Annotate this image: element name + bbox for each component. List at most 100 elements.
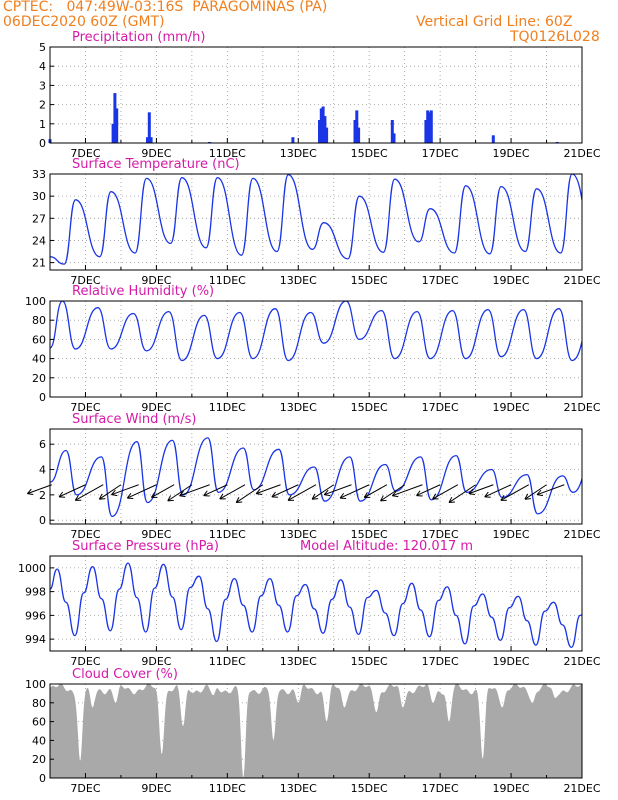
grid-3 <box>50 429 582 524</box>
grid-0 <box>50 47 582 143</box>
x-tick-label: 11DEC <box>209 782 246 795</box>
x-tick-label: 7DEC <box>70 655 100 668</box>
wind-arrow-shaft <box>99 484 122 500</box>
wind-arrow-head <box>380 495 384 502</box>
header-line-1: CPTEC: 047:49W-03:16S PARAGOMINAS (PA) <box>3 0 327 14</box>
precip-bar <box>321 106 325 143</box>
wind-arrow-shaft <box>111 484 139 496</box>
wind-arrow-head <box>179 495 186 498</box>
series-line-2 <box>50 301 582 362</box>
wind-arrow-shaft <box>392 484 423 497</box>
wind-arrow-head <box>58 491 64 498</box>
wind-arrow-head <box>468 493 475 496</box>
x-tick-label: 15DEC <box>351 401 388 414</box>
panel-frame <box>49 428 583 525</box>
wind-arrow-shaft <box>179 484 210 497</box>
x-ticks <box>84 519 583 524</box>
station-name: PARAGOMINAS (PA) <box>192 0 328 15</box>
grid-1 <box>50 174 582 270</box>
grid-note: Vertical Grid Line: 60Z <box>416 14 573 30</box>
source-label: CPTEC: <box>3 0 54 15</box>
precip-bar <box>357 127 361 143</box>
wind-arrow-head <box>255 488 261 494</box>
wind-arrow-head <box>311 493 316 500</box>
x-tick-label: 21DEC <box>563 655 600 668</box>
y-tick-label: 994 <box>25 633 46 646</box>
wind-arrow-shaft <box>58 484 86 498</box>
precip-bar <box>146 137 149 143</box>
cloud-area <box>50 684 582 778</box>
panel-title: Relative Humidity (%) <box>72 284 214 299</box>
x-tick-label: 19DEC <box>493 147 530 160</box>
x-tick-label: 21DEC <box>563 401 600 414</box>
x-tick-label: 13DEC <box>280 782 317 795</box>
panel-0: 0 1 2 3 4 5 7DEC 9DEC 11DEC 13DEC 15DEC 17DEC 19DEC 2… <box>39 30 601 160</box>
x-tick-label: 9DEC <box>141 401 171 414</box>
wind-arrow-head <box>416 490 421 496</box>
x-tick-label: 15DEC <box>351 147 388 160</box>
wind-arrow-shaft <box>416 484 441 497</box>
precip-bar <box>115 108 119 143</box>
wind-arrow-head <box>27 493 34 496</box>
x-tick-label: 13DEC <box>280 274 317 287</box>
wind-arrow-shaft <box>127 484 157 499</box>
wind-arrow-shaft <box>203 484 228 497</box>
wind-arrow-shaft <box>151 484 175 498</box>
y-tick-label: 40 <box>32 353 46 366</box>
y-tick-label: 30 <box>32 190 46 203</box>
y-tick-label: 40 <box>32 734 46 747</box>
x-tick-label: 7DEC <box>70 528 100 541</box>
panel-frame <box>49 173 583 271</box>
y-tick-label: 0 <box>39 772 46 785</box>
x-tick-label: 17DEC <box>422 147 459 160</box>
y-tick-label: 100 <box>25 295 46 308</box>
x-tick-label: 15DEC <box>351 274 388 287</box>
wind-arrow-shaft <box>311 484 335 500</box>
wind-arrow-head <box>236 501 243 504</box>
precip-bar <box>355 110 359 143</box>
y-tick-label: 0 <box>39 391 46 404</box>
x-tick-label: 7DEC <box>70 782 100 795</box>
x-tick-label: 19DEC <box>493 401 530 414</box>
series-line-3 <box>50 437 582 518</box>
precip-bar <box>113 93 117 143</box>
x-tick-label: 7DEC <box>70 147 100 160</box>
wind-arrow-head <box>448 496 453 503</box>
wind-arrow-head <box>324 494 331 497</box>
grid-4 <box>50 556 582 651</box>
wind-arrow-head <box>111 494 118 497</box>
x-tick-label: 11DEC <box>209 655 246 668</box>
wind-arrow-head <box>235 496 240 503</box>
wind-arrow-head <box>219 493 224 500</box>
grid-2 <box>50 301 582 397</box>
x-tick-label: 9DEC <box>141 655 171 668</box>
x-tick-label: 9DEC <box>141 147 171 160</box>
panel-3: 0 2 4 6 7DEC 9DEC 11DEC 13DEC 15DEC 17DEC 19DEC 21D… <box>26 412 601 541</box>
precip-bar <box>424 120 428 143</box>
wind-arrow-head <box>99 498 106 500</box>
wind-arrow-head <box>391 490 397 497</box>
wind-arrow-head <box>363 492 368 498</box>
y-tick-label: 27 <box>32 212 46 225</box>
precip-bar <box>149 137 153 143</box>
y-tick-label: 998 <box>25 586 46 599</box>
wind-arrow-shaft <box>167 484 193 502</box>
model-code: TQ0126L028 <box>510 29 600 45</box>
x-tick-label: 15DEC <box>351 782 388 795</box>
y-tick-label: 20 <box>32 753 46 766</box>
wind-arrow-shaft <box>235 484 264 503</box>
panel-title: Surface Pressure (hPa) <box>72 539 219 554</box>
wind-arrow-head <box>448 501 456 504</box>
panel-title: Surface Wind (m/s) <box>72 412 196 427</box>
wind-arrow-shaft <box>363 484 388 498</box>
precip-bar <box>111 123 115 143</box>
panel-frame <box>49 300 583 398</box>
panel-frame <box>49 683 583 779</box>
wind-arrow-shaft <box>75 484 104 501</box>
y-tick-label: 20 <box>32 372 46 385</box>
wind-arrow-shaft <box>432 484 459 500</box>
run-datetime: 06DEC2020 60Z (GMT) <box>3 14 165 30</box>
wind-arrow-head <box>256 493 263 496</box>
y-tick-label: 60 <box>32 333 46 346</box>
